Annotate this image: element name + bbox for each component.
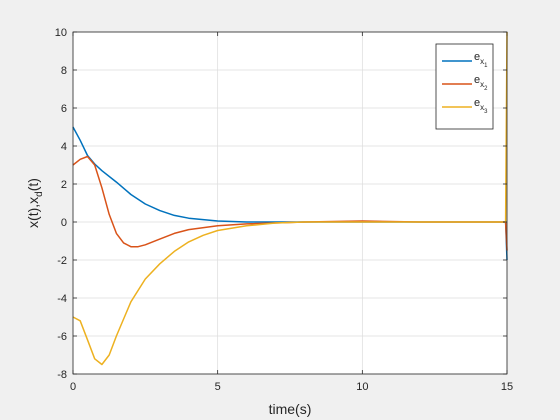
y-tick-label: 8: [61, 65, 67, 77]
y-tick-label: -4: [57, 293, 67, 305]
y-tick-label: -2: [57, 255, 67, 267]
x-axis-label: time(s): [269, 401, 312, 417]
x-tick-label: 5: [215, 381, 221, 393]
y-tick-label: 0: [61, 217, 67, 229]
y-tick-label: -8: [57, 369, 67, 381]
series-layer: [72, 31, 508, 366]
legend-label-3: ex3: [474, 97, 488, 115]
x-tick-label: 10: [356, 381, 368, 393]
plot-area: [73, 32, 507, 374]
y-tick-label: 6: [61, 103, 67, 115]
plot-frame: [72, 31, 508, 375]
y-tick-label: -6: [57, 331, 67, 343]
y-tick-label: 10: [55, 27, 67, 39]
series-line-3: [72, 31, 508, 366]
legend-box: [435, 43, 494, 130]
x-tick-label: 0: [70, 381, 76, 393]
legend: ex1 ex2 ex3: [435, 43, 494, 130]
x-axis: 0 5 10 15: [70, 32, 513, 393]
y-tick-label: 2: [61, 179, 67, 191]
legend-label-1: ex1: [474, 51, 488, 69]
y-axis: -8 -6 -4 -2 0 2 4 6 8 10: [55, 27, 507, 381]
legend-label-2: ex2: [474, 74, 488, 92]
y-tick-label: 4: [61, 141, 67, 153]
x-tick-label: 15: [501, 381, 513, 393]
y-axis-label: x(t),xd(t): [25, 178, 45, 228]
